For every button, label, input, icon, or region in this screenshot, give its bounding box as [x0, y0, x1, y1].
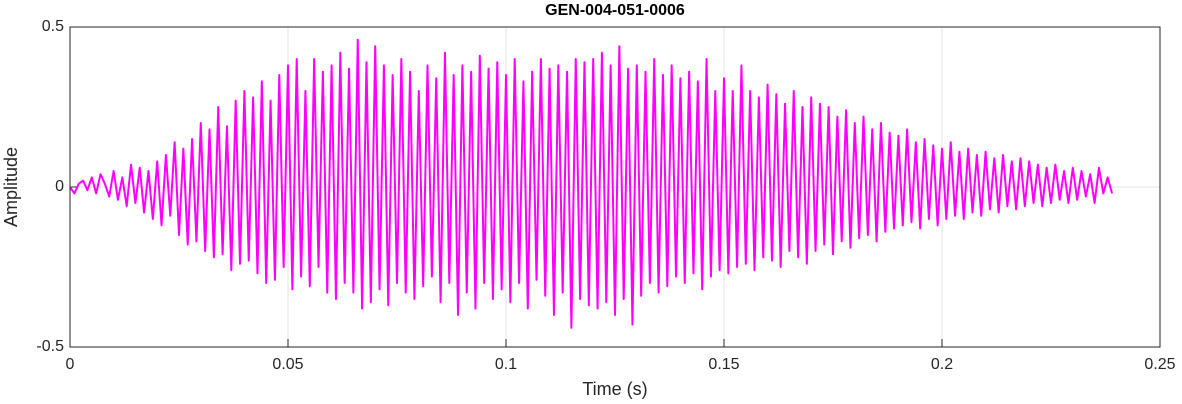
waveform-line: [69, 38, 1114, 329]
x-tick-label: 0.2: [931, 356, 953, 373]
x-tick-label: 0: [66, 356, 75, 373]
y-tick-label: -0.5: [36, 338, 64, 355]
chart-title: GEN-004-051-0006: [545, 2, 685, 19]
x-tick-label: 0.25: [1144, 356, 1175, 373]
x-tick-label: 0.15: [708, 356, 739, 373]
x-tick-label: 0.05: [272, 356, 303, 373]
y-tick-label: 0.5: [42, 18, 64, 35]
axes-box: [69, 26, 1161, 348]
x-tick-label: 0.1: [495, 356, 517, 373]
y-tick-label: 0: [55, 178, 64, 195]
y-axis-label: Amplitude: [1, 147, 21, 227]
x-axis-label: Time (s): [582, 379, 647, 399]
